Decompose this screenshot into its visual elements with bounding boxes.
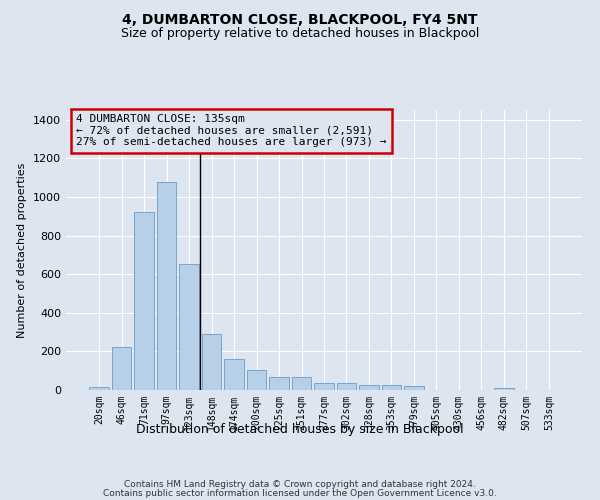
Text: 4, DUMBARTON CLOSE, BLACKPOOL, FY4 5NT: 4, DUMBARTON CLOSE, BLACKPOOL, FY4 5NT: [122, 12, 478, 26]
Text: Distribution of detached houses by size in Blackpool: Distribution of detached houses by size …: [136, 422, 464, 436]
Text: Contains HM Land Registry data © Crown copyright and database right 2024.: Contains HM Land Registry data © Crown c…: [124, 480, 476, 489]
Text: Contains public sector information licensed under the Open Government Licence v3: Contains public sector information licen…: [103, 489, 497, 498]
Bar: [179, 264, 199, 390]
Text: Size of property relative to detached houses in Blackpool: Size of property relative to detached ho…: [121, 28, 479, 40]
Bar: [269, 377, 289, 390]
Bar: [112, 346, 131, 390]
Bar: [382, 385, 401, 390]
Bar: [134, 212, 154, 390]
Bar: [494, 388, 514, 390]
Bar: [292, 377, 311, 390]
Text: 4 DUMBARTON CLOSE: 135sqm
← 72% of detached houses are smaller (2,591)
27% of se: 4 DUMBARTON CLOSE: 135sqm ← 72% of detac…: [76, 114, 387, 148]
Bar: [404, 386, 424, 390]
Bar: [157, 182, 176, 390]
Bar: [247, 370, 266, 390]
Bar: [359, 385, 379, 390]
Bar: [337, 383, 356, 390]
Bar: [224, 359, 244, 390]
Bar: [202, 334, 221, 390]
Y-axis label: Number of detached properties: Number of detached properties: [17, 162, 28, 338]
Bar: [314, 383, 334, 390]
Bar: [89, 386, 109, 390]
